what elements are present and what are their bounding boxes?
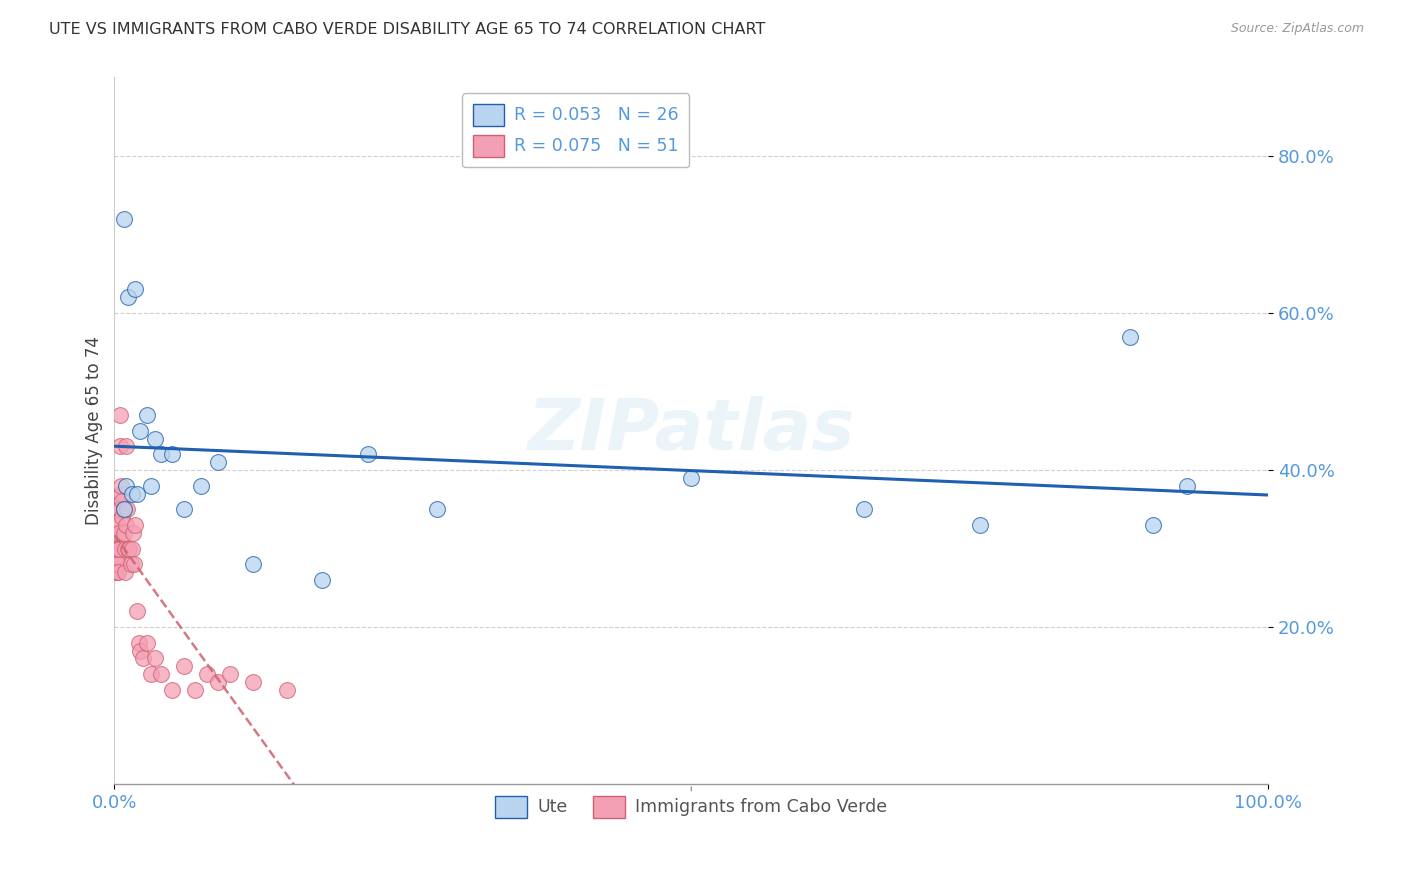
Point: [311, 573, 333, 587]
Point: [127, 486, 149, 500]
Point: [1142, 518, 1164, 533]
Point: [108, 502, 131, 516]
Point: [190, 479, 212, 493]
Point: [242, 558, 264, 572]
Point: [681, 471, 703, 485]
Point: [115, 440, 138, 454]
Point: [149, 447, 172, 461]
Text: Source: ZipAtlas.com: Source: ZipAtlas.com: [1230, 22, 1364, 36]
Point: [357, 447, 380, 461]
Point: [115, 518, 138, 533]
Point: [117, 290, 139, 304]
Point: [173, 659, 195, 673]
Point: [105, 558, 128, 572]
Point: [107, 541, 129, 556]
Point: [149, 667, 172, 681]
Point: [242, 675, 264, 690]
Point: [160, 682, 183, 697]
Point: [105, 565, 128, 579]
Point: [207, 455, 229, 469]
Point: [122, 525, 145, 540]
Point: [108, 525, 131, 540]
Point: [143, 651, 166, 665]
Point: [207, 675, 229, 690]
Point: [128, 636, 150, 650]
Point: [118, 541, 141, 556]
Point: [853, 502, 876, 516]
Point: [117, 541, 139, 556]
Point: [114, 565, 136, 579]
Point: [111, 510, 134, 524]
Point: [426, 502, 449, 516]
Point: [104, 541, 127, 556]
Point: [114, 541, 136, 556]
Point: [110, 479, 132, 493]
Point: [108, 408, 131, 422]
Point: [110, 486, 132, 500]
Point: [969, 518, 991, 533]
Point: [108, 502, 131, 516]
Point: [135, 408, 157, 422]
Point: [121, 541, 143, 556]
Point: [1177, 479, 1199, 493]
Point: [184, 682, 207, 697]
Point: [195, 667, 218, 681]
Point: [115, 479, 138, 493]
Text: UTE VS IMMIGRANTS FROM CABO VERDE DISABILITY AGE 65 TO 74 CORRELATION CHART: UTE VS IMMIGRANTS FROM CABO VERDE DISABI…: [49, 22, 766, 37]
Point: [122, 558, 145, 572]
Point: [108, 541, 131, 556]
Point: [135, 636, 157, 650]
Point: [112, 525, 135, 540]
Y-axis label: Disability Age 65 to 74: Disability Age 65 to 74: [86, 336, 103, 525]
Point: [107, 518, 129, 533]
Point: [104, 565, 127, 579]
Point: [124, 282, 146, 296]
Point: [105, 549, 128, 564]
Point: [276, 682, 298, 697]
Text: ZIPatlas: ZIPatlas: [527, 396, 855, 466]
Point: [107, 565, 129, 579]
Point: [112, 502, 135, 516]
Point: [218, 667, 240, 681]
Point: [141, 667, 163, 681]
Point: [107, 558, 129, 572]
Point: [108, 440, 131, 454]
Point: [115, 502, 138, 516]
Point: [173, 502, 195, 516]
Point: [105, 541, 128, 556]
Point: [1118, 329, 1140, 343]
Point: [112, 211, 135, 226]
Point: [128, 643, 150, 657]
Point: [112, 502, 135, 516]
Point: [120, 558, 142, 572]
Point: [141, 479, 163, 493]
Point: [128, 424, 150, 438]
Point: [104, 525, 127, 540]
Point: [121, 486, 143, 500]
Point: [132, 651, 155, 665]
Point: [160, 447, 183, 461]
Point: [111, 494, 134, 508]
Legend: Ute, Immigrants from Cabo Verde: Ute, Immigrants from Cabo Verde: [488, 789, 894, 825]
Point: [143, 432, 166, 446]
Point: [124, 518, 146, 533]
Point: [127, 604, 149, 618]
